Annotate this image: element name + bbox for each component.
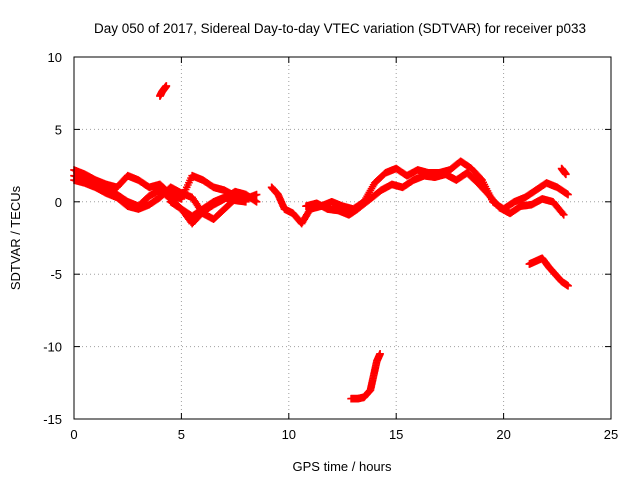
y-tick-label: -5 (50, 267, 62, 282)
y-tick-label: -10 (43, 340, 62, 355)
y-tick-label: 10 (48, 50, 62, 65)
x-tick-label: 25 (604, 427, 618, 442)
series-track-d (166, 187, 261, 228)
plot-frame (73, 56, 612, 420)
chart-title: Day 050 of 2017, Sidereal Day-to-day VTE… (94, 21, 586, 36)
y-axis-label: SDTVAR / TECUs (8, 185, 23, 290)
y-tick-label: 0 (55, 195, 62, 210)
y-tick-label: 5 (55, 122, 62, 137)
y-tick-label: -15 (43, 412, 62, 427)
data-marks (70, 82, 572, 403)
x-tick-label: 20 (496, 427, 510, 442)
data-point (564, 190, 572, 199)
grid (74, 57, 611, 419)
series-track-g (156, 82, 171, 100)
x-tick-label: 15 (389, 427, 403, 442)
series-track-h (347, 350, 384, 403)
x-tick-label: 5 (178, 427, 185, 442)
data-point (252, 198, 261, 206)
data-point (242, 198, 250, 206)
series-track-f (302, 169, 568, 219)
series-track-e (267, 157, 572, 228)
data-point-fill (230, 196, 238, 204)
data-point (564, 281, 572, 290)
axis-ticks: 0 5 10 15 20 25 -15 -10 -5 0 5 10 (43, 50, 618, 442)
x-tick-label: 10 (282, 427, 296, 442)
data-point (162, 82, 171, 90)
x-tick-label: 0 (70, 427, 77, 442)
data-point (252, 190, 261, 199)
data-point (376, 350, 384, 358)
data-point (231, 195, 239, 203)
data-point (562, 170, 570, 179)
x-axis-label: GPS time / hours (293, 459, 392, 474)
series-track-i (525, 254, 572, 290)
series-track-j (557, 164, 570, 179)
data-point (559, 211, 568, 219)
